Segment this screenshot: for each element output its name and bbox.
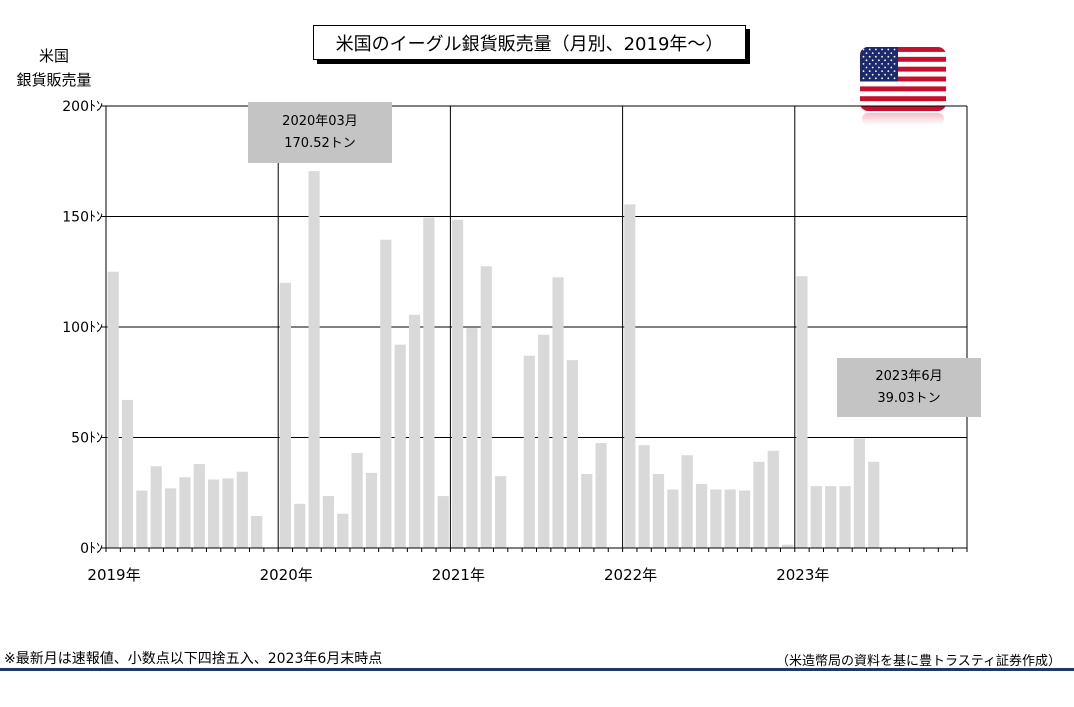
bar-16 bbox=[337, 513, 349, 548]
bar-24 bbox=[451, 219, 464, 548]
bar-42 bbox=[710, 489, 722, 548]
bar-22 bbox=[423, 217, 435, 549]
y-tick-label-1: 50ﾄﾝ bbox=[71, 431, 103, 447]
bar-51 bbox=[839, 486, 851, 548]
bar-17 bbox=[351, 452, 363, 548]
bar-29 bbox=[523, 355, 535, 548]
bar-12 bbox=[279, 282, 291, 548]
bar-46 bbox=[767, 450, 779, 548]
bar-9 bbox=[236, 471, 248, 548]
bar-47 bbox=[782, 544, 794, 548]
y-tick-label-3: 150ﾄﾝ bbox=[62, 210, 103, 226]
y-tick-label-0: 0ﾄﾝ bbox=[80, 541, 103, 557]
bar-48 bbox=[796, 276, 808, 548]
bar-39 bbox=[667, 489, 679, 548]
bar-19 bbox=[380, 239, 392, 548]
bar-31 bbox=[552, 277, 564, 548]
x-tick-label-0: 2019年 bbox=[87, 566, 140, 584]
annotation-peak: 2020年03月 170.52トン bbox=[248, 102, 392, 163]
annotation-peak-value: 170.52トン bbox=[284, 135, 356, 151]
x-tick-label-4: 2023年 bbox=[776, 566, 829, 584]
gridlines bbox=[106, 105, 968, 548]
bar-2 bbox=[136, 490, 148, 548]
bar-18 bbox=[365, 472, 378, 548]
bar-8 bbox=[222, 478, 234, 548]
bar-27 bbox=[495, 476, 507, 548]
bar-26 bbox=[480, 266, 492, 548]
annotation-peak-date: 2020年03月 bbox=[282, 113, 358, 129]
bars bbox=[107, 171, 880, 549]
y-tick-labels: 0ﾄﾝ 50ﾄﾝ 100ﾄﾝ 150ﾄﾝ 200ﾄﾝ bbox=[62, 99, 103, 557]
x-tick-labels: 2019年 2020年 2021年 2022年 2023年 bbox=[87, 566, 829, 584]
bar-14 bbox=[308, 171, 320, 548]
bar-1 bbox=[121, 399, 134, 548]
bar-53 bbox=[868, 461, 880, 548]
bar-41 bbox=[695, 483, 708, 548]
axes bbox=[101, 105, 968, 552]
y-tick-label-4: 200ﾄﾝ bbox=[62, 99, 103, 115]
y-axis-label: 米国 銀貨販売量 bbox=[8, 44, 100, 92]
bar-44 bbox=[738, 490, 751, 548]
us-flag-icon bbox=[860, 47, 946, 125]
bar-4 bbox=[164, 488, 177, 548]
bar-49 bbox=[810, 486, 822, 548]
bar-34 bbox=[595, 443, 607, 548]
chart-title: 米国のイーグル銀貨販売量（月別、2019年～） bbox=[313, 25, 746, 60]
bar-15 bbox=[322, 496, 335, 548]
bar-32 bbox=[566, 360, 578, 548]
annotation-latest-date: 2023年6月 bbox=[875, 368, 943, 384]
bar-50 bbox=[825, 486, 837, 548]
bar-43 bbox=[724, 489, 736, 548]
bar-36 bbox=[624, 204, 636, 548]
bar-10 bbox=[251, 515, 263, 548]
annotation-latest: 2023年6月 39.03トン bbox=[837, 358, 981, 417]
bar-23 bbox=[437, 496, 449, 548]
bar-5 bbox=[179, 477, 191, 548]
x-tick-label-1: 2020年 bbox=[260, 566, 313, 584]
bar-13 bbox=[294, 503, 306, 548]
source-note: （米造幣局の資料を基に豊トラスティ証券作成） bbox=[776, 654, 1061, 669]
x-tick-label-2: 2021年 bbox=[432, 566, 485, 584]
y-axis-label-line-1: 米国 bbox=[38, 47, 69, 65]
bar-37 bbox=[638, 445, 650, 548]
bar-25 bbox=[466, 328, 478, 548]
x-tick-label-3: 2022年 bbox=[604, 566, 657, 584]
bar-33 bbox=[581, 473, 593, 548]
bar-30 bbox=[538, 334, 550, 548]
y-axis-label-line-2: 銀貨販売量 bbox=[16, 71, 92, 89]
bar-3 bbox=[150, 466, 162, 548]
bar-20 bbox=[394, 344, 406, 548]
annotation-latest-value: 39.03トン bbox=[877, 390, 941, 406]
bottom-rule bbox=[0, 668, 1074, 671]
bar-7 bbox=[208, 479, 220, 548]
bar-40 bbox=[681, 455, 693, 548]
y-tick-label-2: 100ﾄﾝ bbox=[62, 320, 103, 336]
footnote: ※最新月は速報値、小数点以下四捨五入、2023年6月末時点 bbox=[4, 651, 383, 667]
bar-6 bbox=[193, 464, 205, 548]
bar-0 bbox=[107, 271, 119, 548]
bar-38 bbox=[652, 473, 665, 548]
bar-52 bbox=[853, 438, 865, 548]
chart-title-text: 米国のイーグル銀貨販売量（月別、2019年～） bbox=[335, 33, 724, 55]
bar-21 bbox=[408, 314, 421, 548]
bar-45 bbox=[753, 461, 765, 548]
